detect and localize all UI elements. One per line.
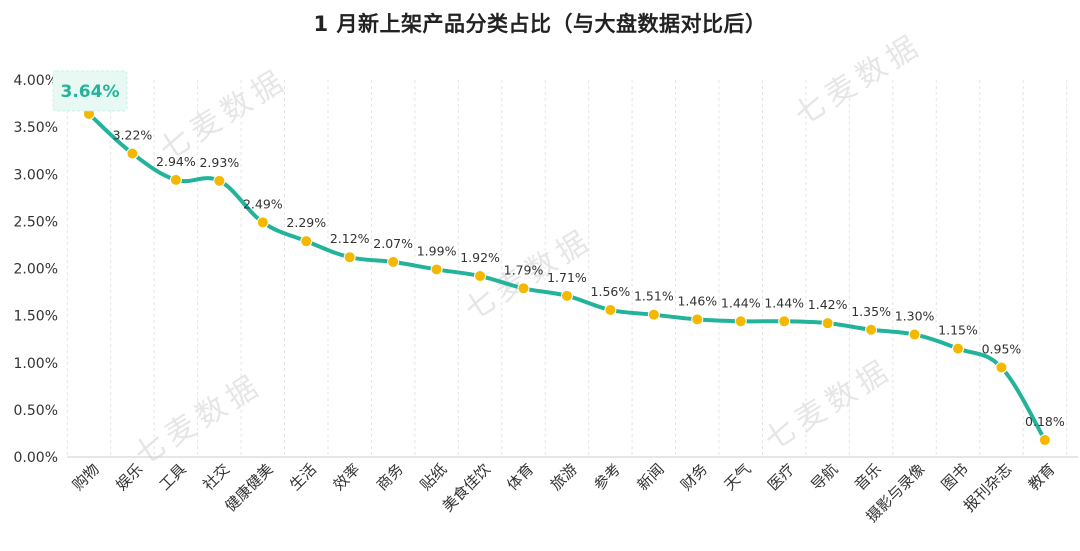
x-tick-label: 贴纸 xyxy=(416,460,450,494)
x-tick-label: 旅游 xyxy=(547,460,581,494)
y-tick-label: 2.50% xyxy=(14,214,58,230)
data-point xyxy=(213,174,226,187)
x-tick-label: 导航 xyxy=(808,460,842,494)
data-point xyxy=(647,308,660,321)
data-label: 2.94% xyxy=(156,154,196,169)
x-tick-label: 社交 xyxy=(199,460,233,494)
y-tick-label: 0.00% xyxy=(14,450,58,466)
x-tick-label: 体育 xyxy=(503,460,537,494)
x-tick-label: 音乐 xyxy=(851,460,885,494)
x-tick-label: 效率 xyxy=(330,460,364,494)
data-point xyxy=(908,328,921,341)
y-tick-label: 4.00% xyxy=(14,73,58,89)
data-label: 1.35% xyxy=(851,304,891,319)
data-label: 1.44% xyxy=(764,295,804,310)
data-label: 1.30% xyxy=(895,308,935,323)
data-point xyxy=(995,361,1008,374)
data-label: 3.22% xyxy=(113,128,153,143)
data-label: 1.46% xyxy=(677,293,717,308)
x-tick-label: 教育 xyxy=(1025,460,1059,494)
x-tick-label: 工具 xyxy=(156,460,190,494)
x-tick-label: 医疗 xyxy=(764,460,798,494)
data-point xyxy=(256,216,269,229)
y-tick-label: 0.50% xyxy=(14,403,58,419)
data-label: 2.49% xyxy=(243,196,283,211)
data-point xyxy=(517,282,530,295)
data-label: 2.07% xyxy=(373,236,413,251)
x-tick-label: 参考 xyxy=(590,460,624,494)
data-label: 1.92% xyxy=(460,250,500,265)
data-point xyxy=(300,235,313,248)
data-label: 1.79% xyxy=(504,262,544,277)
highlight-label-box xyxy=(52,70,128,112)
data-label: 1.15% xyxy=(938,323,978,338)
data-label: 1.44% xyxy=(721,295,761,310)
data-point xyxy=(604,303,617,316)
chart-title: 1 月新上架产品分类占比（与大盘数据对比后） xyxy=(313,12,767,36)
data-label: 1.99% xyxy=(417,243,457,258)
data-point xyxy=(865,323,878,336)
data-label: 0.95% xyxy=(982,341,1022,356)
y-tick-label: 2.00% xyxy=(14,262,58,278)
data-point xyxy=(343,251,356,264)
data-label: 2.29% xyxy=(286,215,326,230)
data-point xyxy=(778,315,791,328)
data-label: 1.56% xyxy=(591,284,631,299)
data-point xyxy=(821,317,834,330)
data-point xyxy=(952,342,964,355)
y-tick-label: 1.50% xyxy=(14,309,58,325)
data-label: 2.93% xyxy=(199,155,239,170)
data-point xyxy=(1038,434,1051,447)
data-point xyxy=(387,255,400,268)
x-tick-label: 美食佳饮 xyxy=(439,460,494,515)
data-point xyxy=(734,315,747,328)
data-point xyxy=(691,313,704,326)
data-point xyxy=(169,173,182,186)
data-point xyxy=(560,289,573,302)
data-point xyxy=(430,263,443,276)
data-label: 1.71% xyxy=(547,270,587,285)
x-tick-label: 健康健美 xyxy=(221,460,276,515)
x-tick-label: 财务 xyxy=(677,460,711,494)
x-tick-label: 生活 xyxy=(286,460,320,494)
y-tick-label: 3.00% xyxy=(14,167,58,183)
data-point xyxy=(474,270,487,283)
data-point xyxy=(126,147,139,160)
x-tick-label: 娱乐 xyxy=(112,460,146,494)
x-tick-label: 商务 xyxy=(373,460,407,494)
y-tick-label: 3.50% xyxy=(14,120,58,136)
data-label: 1.51% xyxy=(634,289,674,304)
x-tick-label: 天气 xyxy=(721,460,755,494)
data-label: 2.12% xyxy=(330,231,370,246)
x-tick-label: 新闻 xyxy=(634,460,668,494)
x-tick-label: 购物 xyxy=(69,460,103,494)
data-label: 1.42% xyxy=(808,297,848,312)
x-tick-label: 报刊杂志 xyxy=(960,460,1015,515)
y-tick-label: 1.00% xyxy=(14,356,58,372)
x-tick-label: 图书 xyxy=(938,460,972,494)
data-label: 0.18% xyxy=(1025,414,1065,429)
highlight-value-label: 3.64% xyxy=(61,82,120,102)
